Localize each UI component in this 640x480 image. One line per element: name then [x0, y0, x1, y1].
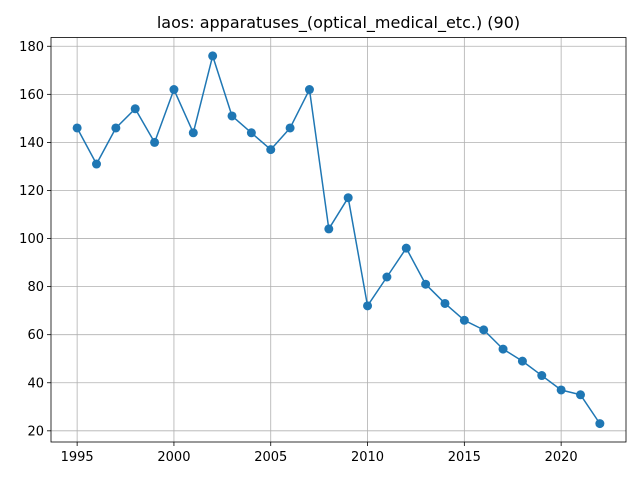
data-point — [227, 111, 237, 121]
data-point — [556, 385, 566, 395]
data-point — [111, 123, 121, 133]
data-point — [150, 137, 160, 147]
plot-frame — [50, 37, 627, 443]
x-tick-label: 1995 — [61, 450, 94, 465]
data-point — [459, 315, 469, 325]
y-tick-label: 140 — [19, 136, 44, 151]
grid-lines — [51, 37, 626, 442]
data-point — [363, 301, 373, 311]
data-point — [246, 128, 256, 138]
series-line — [76, 55, 601, 425]
data-point — [130, 104, 140, 114]
chart-title: laos: apparatuses_(optical_medical_etc.)… — [157, 13, 520, 33]
data-point — [382, 272, 392, 282]
data-point — [188, 128, 198, 138]
x-tick-label: 2020 — [545, 450, 578, 465]
data-point — [324, 224, 334, 234]
y-tick-label: 20 — [27, 424, 44, 439]
data-point — [208, 51, 218, 61]
data-point — [285, 123, 295, 133]
data-point — [440, 298, 450, 308]
data-point — [343, 193, 353, 203]
data-point — [266, 145, 276, 155]
y-tick-label: 80 — [27, 280, 44, 295]
data-point — [72, 123, 82, 133]
x-axis: 1995 2000 2005 2010 2015 2020 — [61, 442, 578, 465]
data-point — [498, 344, 508, 354]
data-point — [304, 85, 314, 95]
data-point — [479, 325, 489, 335]
x-tick-label: 2010 — [351, 450, 384, 465]
data-point — [517, 356, 527, 366]
y-axis: 20 40 60 80 100 120 140 160 180 — [19, 40, 51, 439]
y-tick-label: 160 — [19, 88, 44, 103]
series-layer — [72, 51, 605, 429]
x-tick-label: 2000 — [157, 450, 190, 465]
data-point — [401, 243, 411, 253]
y-tick-label: 100 — [19, 232, 44, 247]
y-tick-label: 180 — [19, 40, 44, 55]
x-tick-label: 2015 — [448, 450, 481, 465]
y-tick-label: 120 — [19, 184, 44, 199]
y-tick-label: 60 — [27, 328, 44, 343]
data-point — [576, 390, 586, 400]
x-tick-label: 2005 — [254, 450, 287, 465]
data-point — [169, 85, 179, 95]
y-tick-label: 40 — [27, 376, 44, 391]
data-point — [91, 159, 101, 169]
data-point — [421, 279, 431, 289]
data-point — [537, 371, 547, 381]
data-point — [595, 419, 605, 429]
